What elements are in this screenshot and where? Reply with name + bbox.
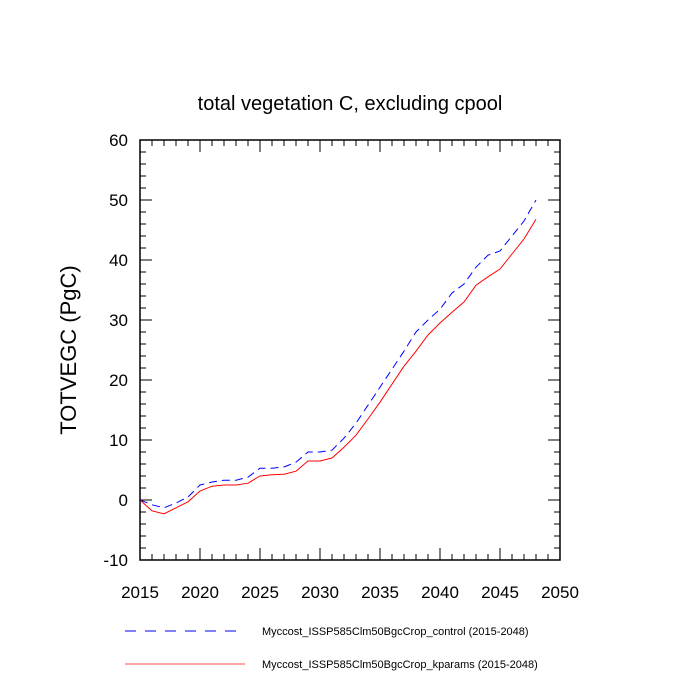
- y-tick-label: 50: [109, 191, 128, 210]
- y-tick-label: 40: [109, 251, 128, 270]
- x-tick-label: 2025: [241, 583, 279, 602]
- x-tick-label: 2035: [361, 583, 399, 602]
- x-tick-label: 2045: [481, 583, 519, 602]
- x-tick-label: 2040: [421, 583, 459, 602]
- legend-label-control: Myccost_ISSP585Clm50BgcCrop_control (201…: [262, 626, 529, 638]
- y-axis-label: TOTVEGC (PgC): [56, 265, 81, 435]
- y-tick-label: 10: [109, 431, 128, 450]
- series-line-kparams: [139, 218, 537, 515]
- y-tick-label: 60: [109, 131, 128, 150]
- y-tick-label: 20: [109, 371, 128, 390]
- y-tick-labels: -10 0 10 20 30 40 50 60: [103, 131, 128, 570]
- series-lines: [139, 199, 537, 515]
- plot-frame: [139, 139, 561, 561]
- x-tick-labels: 2015 2020 2025 2030 2035 2040 2045 2050: [121, 583, 579, 602]
- x-tick-label: 2030: [301, 583, 339, 602]
- x-tick-label: 2015: [121, 583, 159, 602]
- legend: Myccost_ISSP585Clm50BgcCrop_control (201…: [125, 626, 538, 671]
- chart-title: total vegetation C, excluding cpool: [198, 93, 503, 115]
- x-tick-label: 2050: [541, 583, 579, 602]
- y-tick-label: -10: [103, 551, 128, 570]
- series-line-control: [139, 199, 537, 509]
- y-tick-label: 0: [119, 491, 128, 510]
- axis-ticks: [139, 139, 561, 561]
- x-tick-label: 2020: [181, 583, 219, 602]
- y-tick-label: 30: [109, 311, 128, 330]
- legend-label-kparams: Myccost_ISSP585Clm50BgcCrop_kparams (201…: [262, 659, 538, 671]
